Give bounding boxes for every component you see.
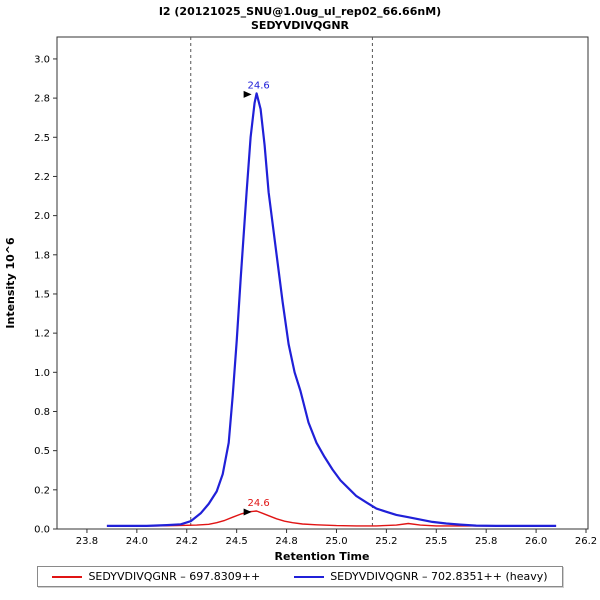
y-tick-label: 1.5 <box>34 289 50 300</box>
y-tick-label: 3.0 <box>34 54 50 65</box>
legend-label: SEDYVDIVQGNR – 702.8351++ (heavy) <box>330 570 548 583</box>
x-tick-label: 26.2 <box>575 536 597 547</box>
peak-rt-label: 24.6 <box>247 80 269 91</box>
y-axis-ticks: 0.0 0.2 0.5 0.8 1.0 1.2 1.5 1.8 2.0 2.2 2.5 2.8 3.0 <box>34 54 57 536</box>
y-tick-label: 1.2 <box>34 329 50 340</box>
chart-title: I2 (20121025_SNU@1.0ug_ul_rep02_66.66nM) <box>158 5 442 18</box>
legend-item: SEDYVDIVQGNR – 697.8309++ <box>52 570 260 583</box>
x-tick-label: 24.5 <box>226 536 248 547</box>
legend-label: SEDYVDIVQGNR – 697.8309++ <box>88 570 261 583</box>
peak-annotations: 24.6 24.6 <box>243 80 270 516</box>
legend: SEDYVDIVQGNR – 697.8309++ SEDYVDIVQGNR – … <box>37 566 563 587</box>
peak-rt-label: 24.6 <box>247 498 269 509</box>
y-tick-label: 0.8 <box>34 407 50 418</box>
x-tick-label: 24.0 <box>126 536 148 547</box>
y-tick-label: 2.0 <box>34 211 50 222</box>
x-tick-label: 23.8 <box>76 536 98 547</box>
y-tick-label: 2.5 <box>34 133 50 144</box>
x-axis-label: Retention Time <box>275 550 370 563</box>
x-tick-label: 25.2 <box>375 536 397 547</box>
legend-line-swatch <box>294 575 325 578</box>
legend-item: SEDYVDIVQGNR – 702.8351++ (heavy) <box>294 570 548 583</box>
chart-subtitle: SEDYVDIVQGNR <box>250 19 350 32</box>
integration-boundaries[interactable] <box>190 37 373 529</box>
y-tick-label: 0.0 <box>34 525 50 536</box>
chart-header: I2 (20121025_SNU@1.0ug_ul_rep02_66.66nM)… <box>0 0 600 33</box>
y-tick-label: 0.2 <box>34 485 50 496</box>
x-axis-ticks: 23.8 24.0 24.2 24.5 24.8 25.0 25.2 25.5 25.8 26.0… <box>76 529 597 547</box>
peak-arrow-icon <box>243 508 252 516</box>
legend-container: SEDYVDIVQGNR – 697.8309++ SEDYVDIVQGNR – … <box>0 566 600 587</box>
trace-light <box>106 510 557 527</box>
y-tick-label: 0.5 <box>34 446 50 457</box>
peak-arrow-icon <box>243 90 252 98</box>
x-tick-label: 24.8 <box>275 536 297 547</box>
trace-heavy <box>106 92 557 527</box>
x-tick-label: 25.8 <box>475 536 497 547</box>
legend-line-swatch <box>52 575 83 578</box>
x-tick-label: 25.5 <box>425 536 447 547</box>
y-axis-label: Intensity 10^6 <box>4 237 17 329</box>
y-tick-label: 1.0 <box>34 368 50 379</box>
x-tick-label: 25.0 <box>325 536 347 547</box>
chromatogram-plot[interactable]: 0.00.20.50.81.01.21.51.82.02.22.52.83.0 … <box>0 33 600 563</box>
y-tick-label: 2.2 <box>34 172 50 183</box>
x-tick-label: 26.0 <box>525 536 547 547</box>
y-tick-label: 1.8 <box>34 250 50 261</box>
x-tick-label: 24.2 <box>176 536 198 547</box>
chromatogram-traces <box>106 92 557 527</box>
plot-frame <box>56 36 589 530</box>
y-tick-label: 2.8 <box>34 94 50 105</box>
